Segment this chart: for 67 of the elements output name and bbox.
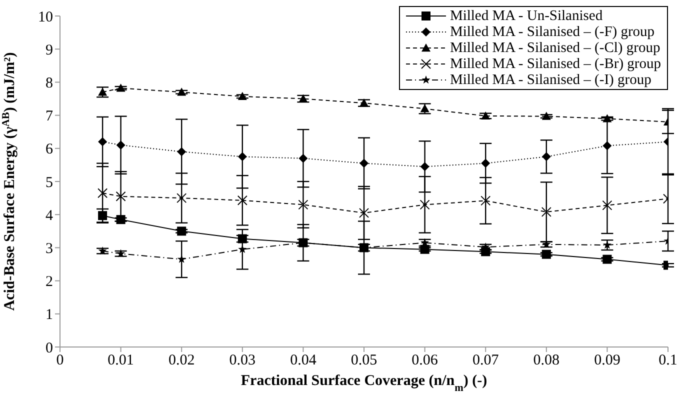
legend-label: Milled MA - Silanised – (-Cl) group — [450, 40, 660, 56]
point — [360, 158, 368, 168]
x-tick-label: 0 — [56, 352, 64, 369]
x-tick-label: 0.04 — [290, 352, 317, 369]
x-tick-label: 0.02 — [168, 352, 195, 369]
point — [238, 152, 247, 162]
point — [116, 191, 126, 202]
x-tick-label: 0.03 — [229, 352, 256, 369]
point — [98, 246, 107, 255]
point — [602, 141, 612, 150]
point — [298, 154, 308, 163]
y-tick-label: 10 — [38, 9, 53, 26]
point — [420, 162, 430, 172]
y-tick-label: 5 — [46, 174, 53, 191]
y-tick-label: 1 — [46, 307, 53, 324]
point — [98, 88, 108, 96]
y-tick-label: 0 — [46, 340, 53, 356]
point — [602, 254, 612, 264]
point — [542, 152, 551, 162]
point — [237, 195, 248, 206]
y-tick-label: 3 — [46, 241, 53, 258]
point — [420, 244, 430, 254]
point — [116, 215, 126, 224]
point — [98, 211, 108, 220]
point — [116, 84, 126, 92]
point — [541, 206, 552, 217]
point — [602, 200, 612, 210]
point — [177, 147, 186, 156]
point — [177, 88, 186, 96]
point — [420, 200, 430, 210]
point — [238, 92, 247, 100]
y-tick-label: 7 — [46, 108, 54, 125]
point — [480, 196, 491, 206]
point — [298, 94, 308, 102]
legend-label: Milled MA - Silanised – (-Br) group — [450, 56, 661, 72]
point — [98, 137, 108, 146]
point — [602, 114, 612, 122]
legend-label: Milled MA - Silanised – (-I) group — [450, 72, 652, 88]
point — [360, 98, 368, 107]
x-tick-label: 0.09 — [594, 352, 620, 369]
x-tick-label: 0.01 — [108, 352, 134, 369]
x-tick-label: 0.1 — [658, 352, 678, 369]
point — [481, 111, 490, 120]
y-tick-label: 6 — [46, 142, 54, 158]
point — [98, 188, 108, 198]
point — [177, 226, 186, 236]
x-tick-label: 0.06 — [412, 352, 438, 369]
y-tick-label: 4 — [46, 208, 54, 224]
y-tick-label: 8 — [46, 76, 53, 92]
x-tick-label: 0.08 — [533, 352, 560, 369]
point — [481, 158, 490, 168]
x-axis-title: Fractional Surface Coverage (n/n$_{m}$) (-) — [240, 373, 488, 394]
point — [116, 140, 126, 150]
legend-label: Milled MA - Silanised – (-F) group — [450, 24, 655, 40]
point — [116, 249, 126, 258]
y-tick-label: 9 — [46, 42, 53, 58]
y-tick-label: 2 — [46, 274, 53, 290]
point — [359, 208, 369, 218]
point — [298, 200, 308, 210]
legend-label: Milled MA - Un-Silanised — [450, 8, 603, 24]
point — [542, 250, 551, 259]
x-tick-label: 0.07 — [472, 352, 500, 369]
point — [542, 112, 551, 120]
point — [176, 193, 187, 204]
point — [238, 234, 247, 244]
x-tick-label: 0.05 — [350, 352, 378, 369]
point — [602, 240, 612, 249]
